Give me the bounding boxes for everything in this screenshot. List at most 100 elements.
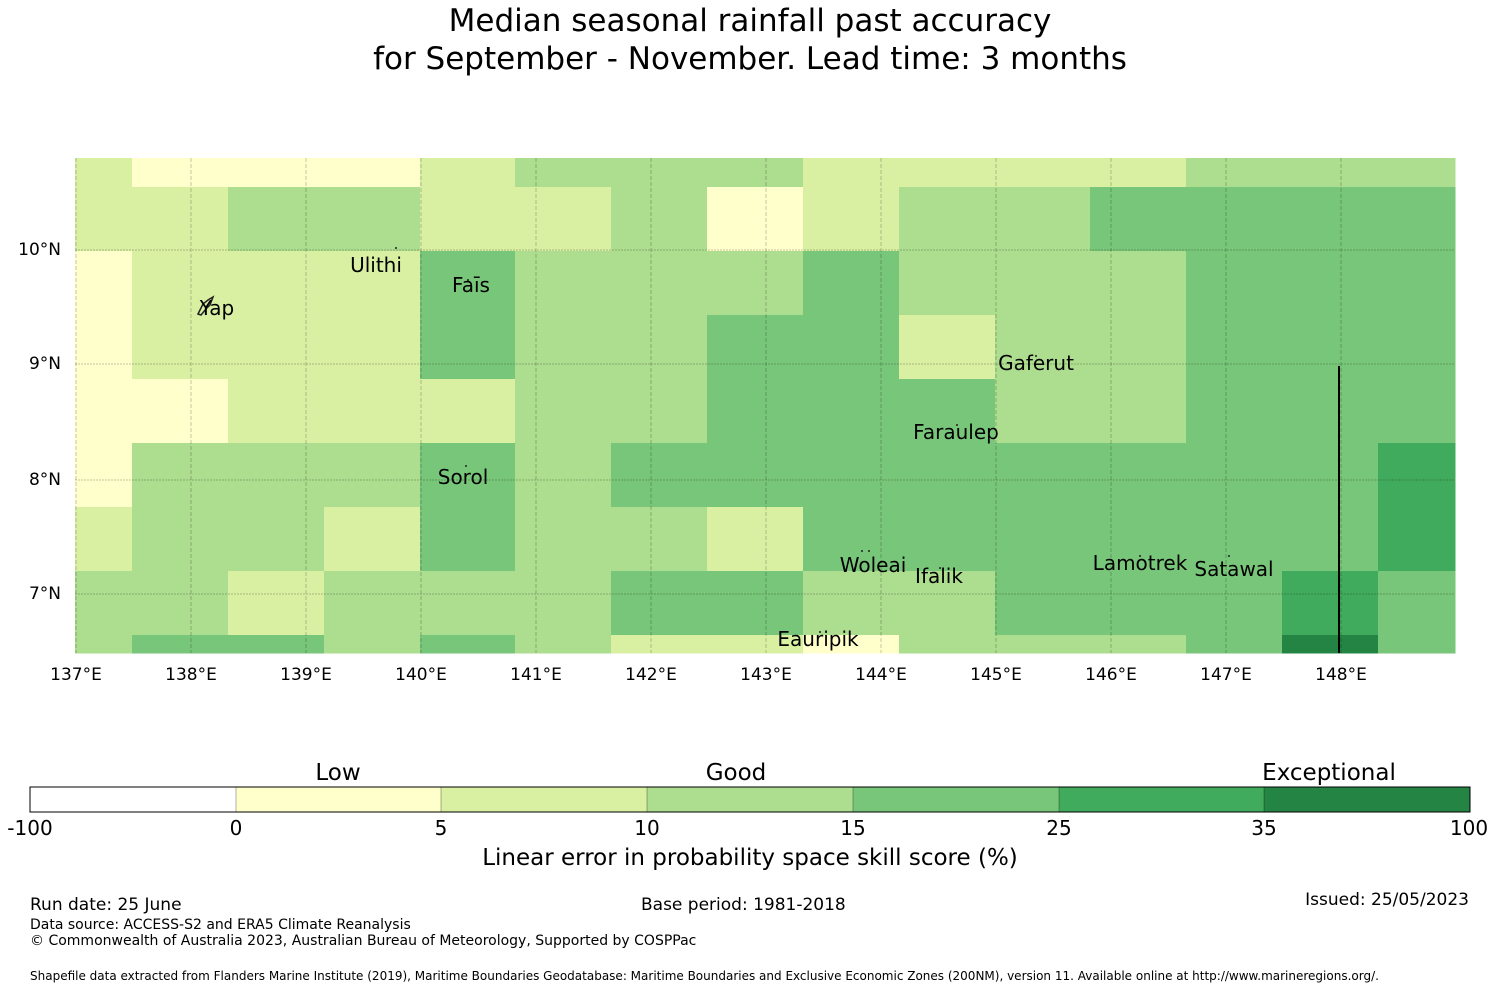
- island-dot: [467, 279, 469, 281]
- map-title: Median seasonal rainfall past accuracy f…: [0, 2, 1500, 78]
- skill-cell: [1186, 251, 1283, 316]
- skill-cell: [1378, 315, 1456, 380]
- place-lamotrek: Lamotrek: [1092, 551, 1188, 575]
- x-tick-145: 145°E: [970, 665, 1022, 685]
- skill-cell: [420, 315, 516, 380]
- skill-cell: [324, 158, 421, 188]
- colorbar-segment: [1059, 787, 1264, 812]
- skill-cell: [899, 571, 996, 636]
- place-faraulep: Faraulep: [913, 420, 999, 444]
- cb-tick-0: 0: [229, 816, 243, 840]
- skill-cell: [75, 251, 133, 316]
- x-tick-148: 148°E: [1315, 665, 1367, 685]
- skill-cell: [803, 635, 900, 654]
- skill-cell: [1186, 507, 1283, 572]
- skill-cell: [324, 251, 421, 316]
- skill-cell: [420, 251, 516, 316]
- skill-cell: [1186, 187, 1283, 252]
- base-period: Base period: 1981-2018: [641, 895, 846, 915]
- skill-cell: [132, 507, 229, 572]
- y-tick-7n: 7°N: [28, 584, 61, 604]
- skill-cell: [1090, 507, 1187, 572]
- skill-cell: [1186, 635, 1283, 654]
- skill-cell: [803, 158, 900, 188]
- island-dot: [868, 550, 870, 552]
- skill-cell: [899, 635, 996, 654]
- skill-cell: [1090, 379, 1187, 444]
- skill-cell: [995, 315, 1091, 380]
- skill-cell: [611, 315, 708, 380]
- skill-cell: [1186, 443, 1283, 508]
- skill-cell: [420, 379, 516, 444]
- skill-cell: [707, 571, 804, 636]
- colorbar-label: Linear error in probability space skill …: [482, 845, 1018, 871]
- title-line-1: Median seasonal rainfall past accuracy: [448, 3, 1052, 39]
- skill-cell: [803, 187, 900, 252]
- cb-tick-25: 25: [1046, 816, 1072, 840]
- skill-cell: [420, 187, 516, 252]
- skill-cell: [803, 379, 900, 444]
- skill-cell: [420, 443, 516, 508]
- skill-cell: [324, 187, 421, 252]
- skill-cell: [803, 443, 900, 508]
- skill-cell: [1090, 315, 1187, 380]
- island-dot: [395, 247, 397, 249]
- skill-cell: [75, 571, 133, 636]
- place-ulithi: Ulithi: [350, 253, 402, 277]
- skill-cell: [132, 158, 229, 188]
- skill-cell: [803, 507, 900, 572]
- skill-cell: [420, 158, 516, 188]
- colorbar: [29, 786, 1471, 813]
- skill-cell: [132, 379, 229, 444]
- skill-cell: [75, 507, 133, 572]
- skill-cell: [995, 158, 1091, 188]
- skill-cell: [1378, 251, 1456, 316]
- skill-cell: [515, 571, 612, 636]
- x-tick-147: 147°E: [1200, 665, 1252, 685]
- skill-cell: [132, 251, 229, 316]
- skill-cell: [1378, 158, 1456, 188]
- skill-cell: [324, 379, 421, 444]
- skill-cell: [803, 571, 900, 636]
- skill-cell: [1282, 443, 1379, 508]
- skill-cell: [803, 251, 900, 316]
- skill-cell: [228, 635, 325, 654]
- skill-cell: [1378, 507, 1456, 572]
- skill-cell: [803, 315, 900, 380]
- skill-cell: [324, 443, 421, 508]
- skill-cell: [1090, 251, 1187, 316]
- skill-cell: [1378, 635, 1456, 654]
- skill-cell: [995, 507, 1091, 572]
- colorbar-segment: [1264, 787, 1470, 812]
- shapefile-credit: Shapefile data extracted from Flanders M…: [30, 969, 1379, 983]
- x-tick-141: 141°E: [510, 665, 562, 685]
- island-dot: [956, 424, 958, 426]
- y-tick-9n: 9°N: [28, 354, 61, 374]
- skill-cell: [995, 443, 1091, 508]
- skill-cell: [515, 158, 612, 188]
- skill-cell: [1090, 635, 1187, 654]
- category-exceptional: Exceptional: [1262, 760, 1396, 786]
- skill-cell: [1378, 187, 1456, 252]
- skill-cell: [707, 315, 804, 380]
- place-gaferut: Gaferut: [998, 351, 1074, 375]
- skill-cell: [132, 315, 229, 380]
- skill-cell: [132, 443, 229, 508]
- skill-cell: [75, 158, 133, 188]
- skill-cell: [75, 443, 133, 508]
- island-dot: [1228, 555, 1230, 557]
- skill-cell: [324, 635, 421, 654]
- skill-cell: [611, 158, 708, 188]
- cb-tick-10: 10: [634, 816, 660, 840]
- skill-cell: [899, 443, 996, 508]
- skill-cell: [132, 571, 229, 636]
- skill-cell: [995, 251, 1091, 316]
- skill-cell: [420, 507, 516, 572]
- y-tick-8n: 8°N: [28, 470, 61, 490]
- island-dot: [1139, 555, 1141, 557]
- skill-cell: [1378, 379, 1456, 444]
- skill-cell: [75, 187, 133, 252]
- y-tick-10n: 10°N: [18, 240, 61, 260]
- place-sorol: Sorol: [437, 465, 489, 489]
